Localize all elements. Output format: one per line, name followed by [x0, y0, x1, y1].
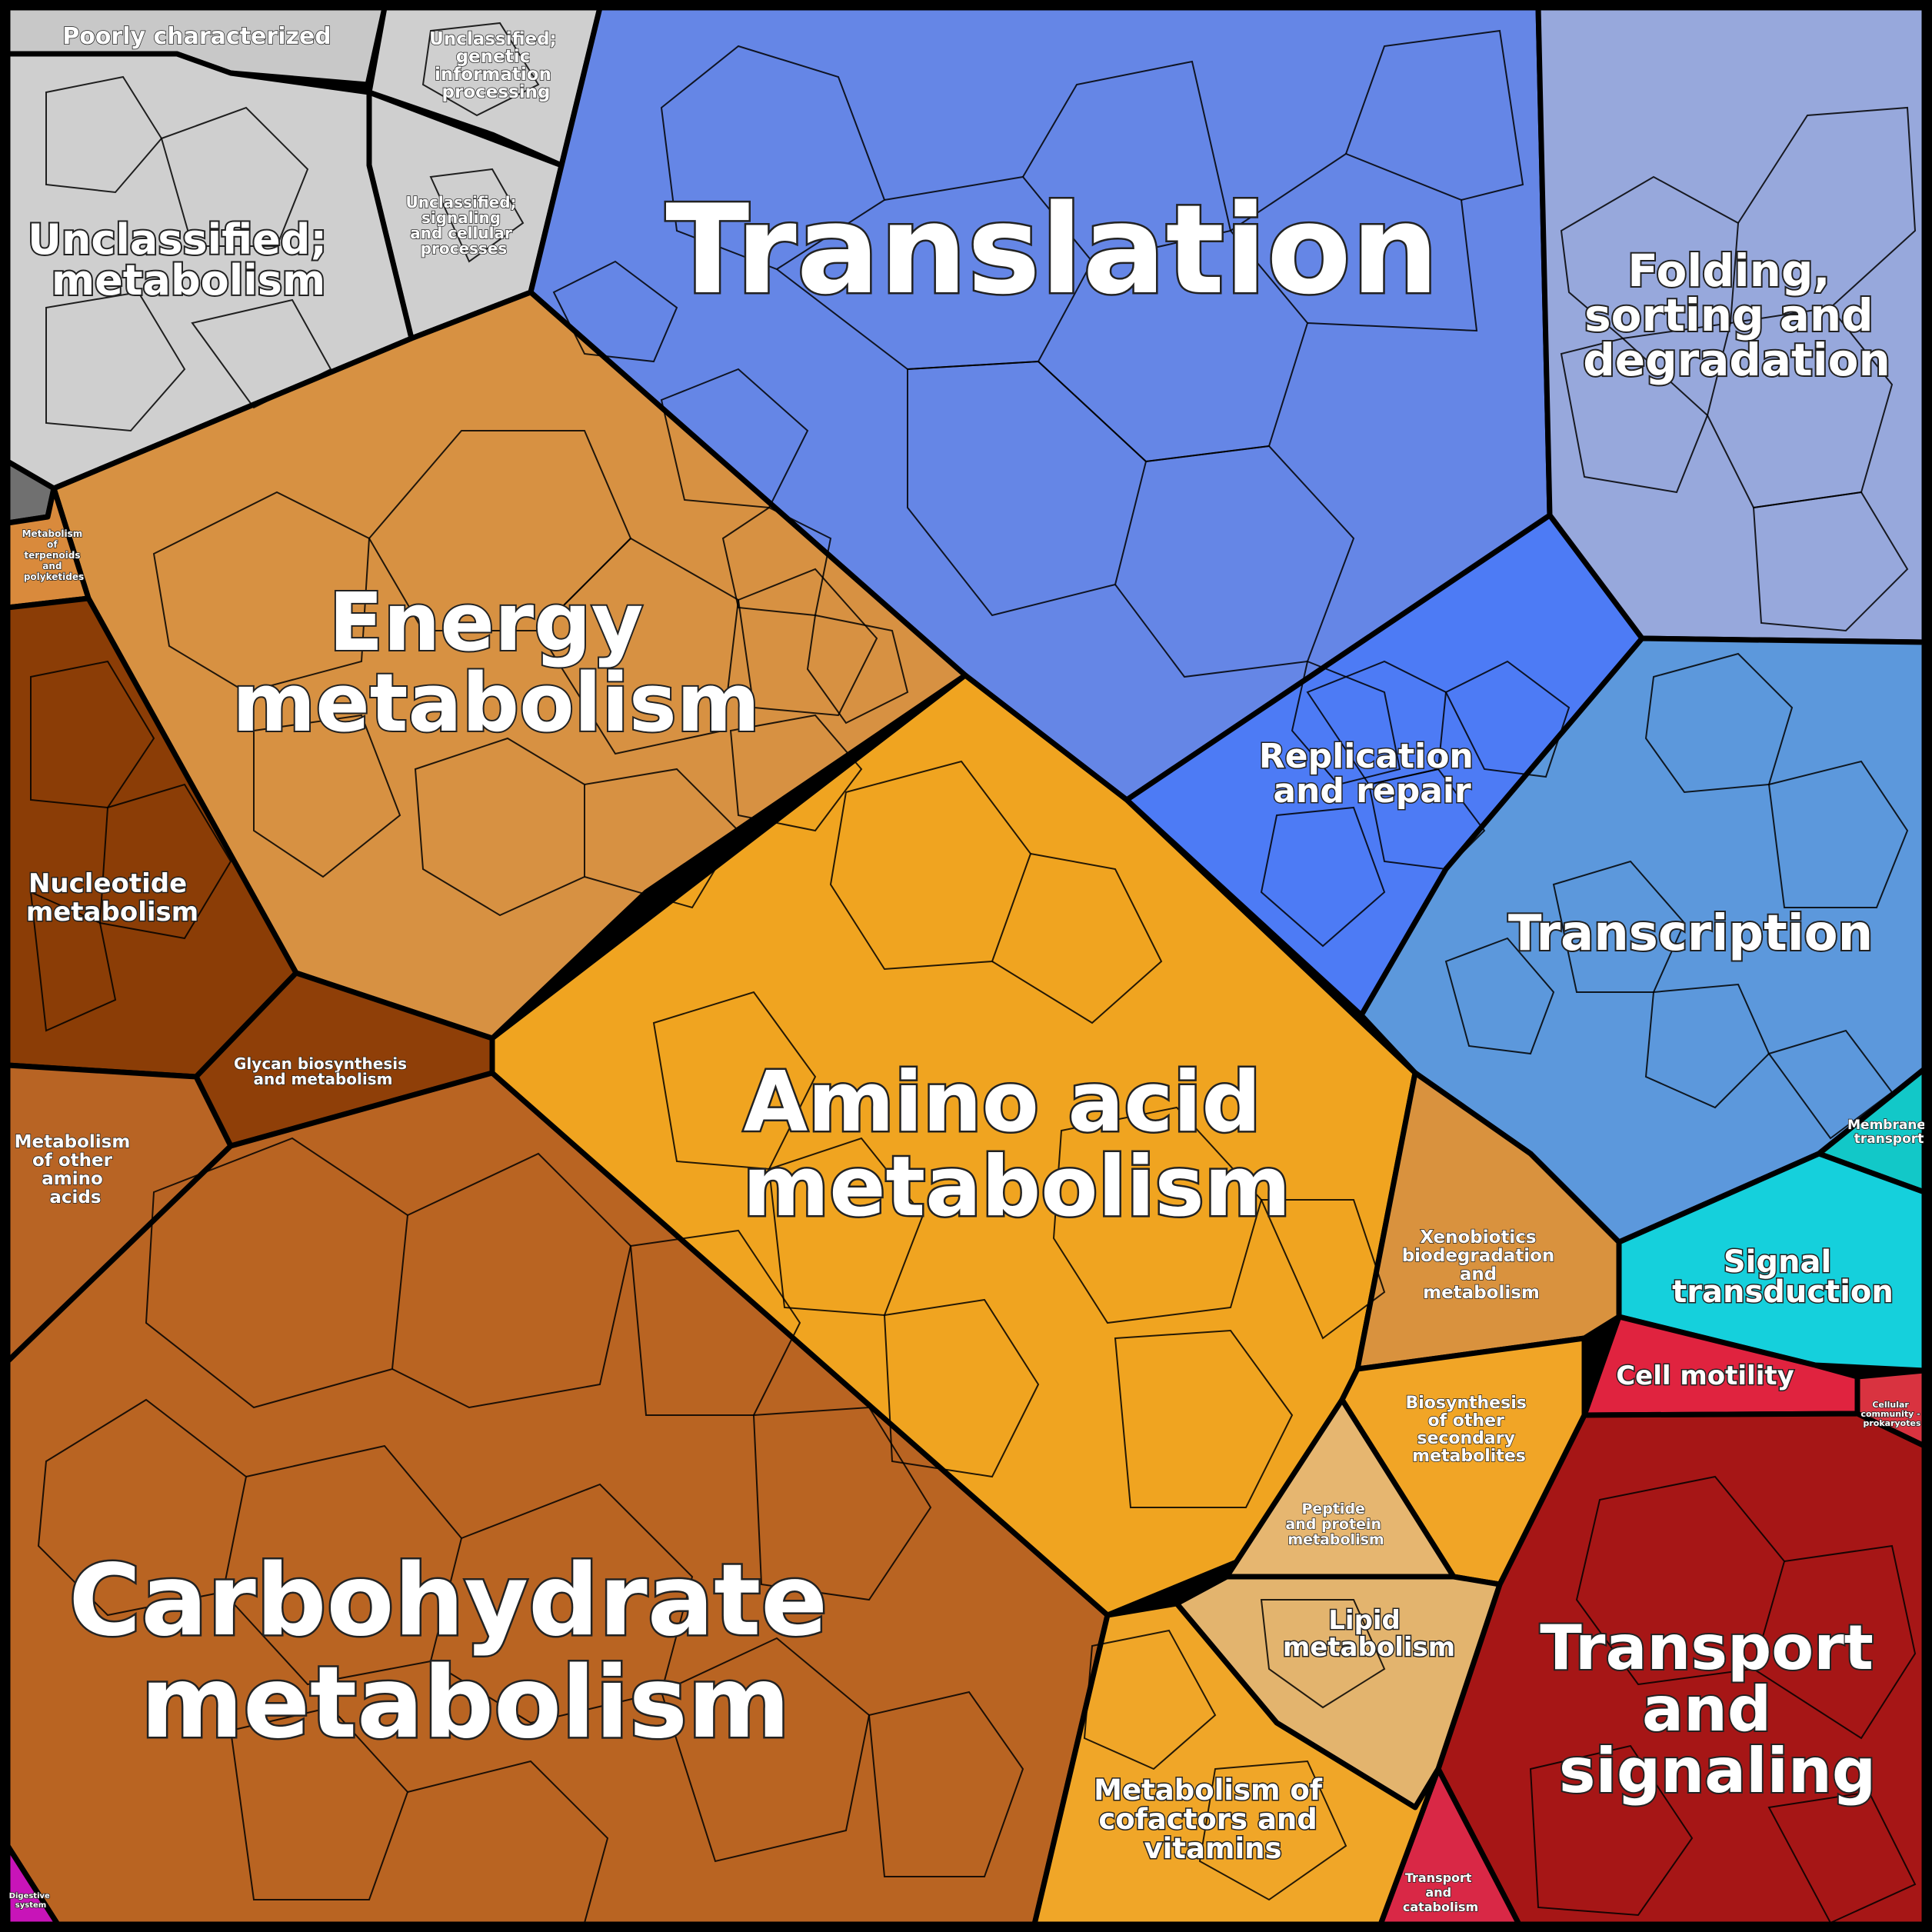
label-unc-genetic: Unclassified; genetic information proces… — [429, 29, 563, 102]
label-secondary-line-1: Biosynthesis — [1405, 1394, 1526, 1413]
cell-texture — [29, 22, 1917, 1924]
label-cofactors-line-2: cofactors and — [1098, 1803, 1317, 1836]
label-glycan-line-1: Glycan biosynthesis — [234, 1054, 407, 1073]
label-cofactors: Metabolism of cofactors and vitamins — [1094, 1774, 1332, 1865]
label-energy-line-2: metabolism — [232, 656, 760, 750]
label-digestive-line-2: system — [15, 1901, 46, 1910]
label-xenobiotics-line-2: biodegradation — [1402, 1246, 1555, 1266]
label-carbohydrate-line-1: Carbohydrate — [68, 1544, 828, 1658]
label-unc-signaling-line-3: and cellular — [410, 224, 512, 242]
label-cofactors-line-3: vitamins — [1144, 1832, 1281, 1865]
label-transport-catabolism: Transport and catabolism — [1403, 1870, 1478, 1914]
label-xenobiotics-line-4: metabolism — [1423, 1283, 1540, 1303]
label-other-amino-line-1: Metabolism — [15, 1132, 131, 1152]
label-cellular-line-1: Cellular — [1872, 1400, 1909, 1410]
label-signal-line-1: Signal — [1724, 1244, 1831, 1280]
label-membrane-line-1: Membrane — [1847, 1118, 1926, 1133]
label-replication-line-1: Replication — [1259, 737, 1474, 776]
label-xenobiotics: Xenobiotics biodegradation and metabolis… — [1402, 1227, 1561, 1303]
label-folding-line-3: degradation — [1583, 334, 1890, 386]
label-transport-signaling: Transport and signaling — [1540, 1612, 1895, 1807]
label-nucleotide-line-1: Nucleotide — [28, 868, 187, 899]
label-other-amino-line-2: of other — [32, 1151, 113, 1171]
label-energy-line-1: Energy — [328, 575, 643, 669]
label-amino-acid-line-2: metabolism — [743, 1139, 1291, 1235]
label-catabolism-line-3: catabolism — [1403, 1900, 1478, 1914]
label-transport-signaling-line-2: and — [1642, 1674, 1771, 1745]
label-catabolism-line-2: and — [1425, 1885, 1451, 1900]
label-other-amino-line-4: acids — [49, 1188, 101, 1208]
label-other-amino-line-3: amino — [42, 1169, 103, 1189]
label-unc-metabolism-line-2: metabolism — [52, 256, 325, 305]
label-unc-signaling-line-1: Unclassified; — [405, 193, 516, 212]
label-cellular-line-3: prokaryotes — [1863, 1418, 1920, 1428]
label-digestive: Digestive system — [9, 1892, 53, 1910]
label-peptide-line-3: metabolism — [1287, 1531, 1384, 1548]
label-unc-signaling-line-2: signaling — [421, 208, 501, 227]
label-other-amino: Metabolism of other amino acids — [15, 1132, 137, 1208]
label-terpenoids-line-3: terpenoids — [24, 550, 80, 561]
label-nucleotide: Nucleotide metabolism — [26, 868, 198, 928]
label-xenobiotics-line-3: and — [1460, 1264, 1497, 1284]
label-amino-acid-line-1: Amino acid — [744, 1054, 1261, 1151]
label-secondary-line-4: metabolites — [1412, 1447, 1526, 1466]
label-signal-line-2: transduction — [1672, 1274, 1894, 1310]
label-unc-genetic-line-2: genetic — [456, 47, 531, 67]
label-secondary-line-2: of other — [1427, 1411, 1504, 1431]
label-unc-metabolism: Unclassified; metabolism — [28, 215, 341, 305]
label-lipid: Lipid metabolism — [1283, 1605, 1455, 1663]
label-energy: Energy metabolism — [232, 575, 760, 750]
label-folding-line-2: sorting and — [1584, 289, 1874, 341]
label-unc-metabolism-line-1: Unclassified; — [28, 215, 327, 264]
label-replication-line-2: and repair — [1273, 771, 1471, 811]
label-translation: Translation — [665, 178, 1439, 321]
label-unc-genetic-line-1: Unclassified; — [429, 29, 557, 49]
label-replication: Replication and repair — [1259, 737, 1485, 811]
label-carbohydrate: Carbohydrate metabolism — [68, 1544, 861, 1760]
label-lipid-line-2: metabolism — [1283, 1632, 1455, 1663]
label-secondary: Biosynthesis of other secondary metaboli… — [1405, 1394, 1532, 1466]
label-digestive-line-1: Digestive — [9, 1892, 50, 1900]
label-terpenoids-line-2: of — [47, 539, 58, 550]
label-terpenoids-line-1: Metabolism — [22, 528, 83, 539]
label-peptide: Peptide and protein metabolism — [1285, 1501, 1386, 1548]
label-folding-line-1: Folding, — [1627, 245, 1830, 297]
label-catabolism-line-1: Transport — [1405, 1870, 1472, 1885]
label-carbohydrate-line-2: metabolism — [141, 1646, 791, 1760]
label-peptide-line-1: Peptide — [1301, 1501, 1365, 1517]
label-unc-signaling: Unclassified; signaling and cellular pro… — [405, 193, 521, 258]
label-glycan: Glycan biosynthesis and metabolism — [234, 1054, 412, 1088]
label-lipid-line-1: Lipid — [1328, 1605, 1401, 1636]
label-terpenoids: Metabolism of terpenoids and polyketides — [22, 528, 86, 582]
label-glycan-line-2: and metabolism — [254, 1070, 393, 1088]
label-unc-genetic-line-4: processing — [442, 82, 551, 102]
label-signal-transduction: Signal transduction — [1672, 1244, 1894, 1310]
label-poorly: Poorly characterized — [62, 23, 331, 50]
label-terpenoids-line-5: polyketides — [24, 571, 84, 582]
label-xenobiotics-line-1: Xenobiotics — [1420, 1227, 1536, 1247]
label-nucleotide-line-2: metabolism — [26, 897, 198, 928]
label-transcription: Transcription — [1508, 905, 1873, 962]
label-cofactors-line-1: Metabolism of — [1094, 1774, 1323, 1807]
label-membrane-transport: Membrane transport — [1847, 1118, 1930, 1147]
label-secondary-line-3: secondary — [1417, 1429, 1515, 1448]
label-terpenoids-line-4: and — [42, 561, 62, 571]
label-cell-motility: Cell motility — [1616, 1361, 1794, 1391]
label-unc-genetic-line-3: information — [435, 65, 551, 85]
label-folding: Folding, sorting and degradation — [1583, 245, 1890, 386]
label-unc-signaling-line-4: processes — [421, 239, 508, 258]
label-cellular-community: Cellular community - prokaryotes — [1860, 1400, 1923, 1428]
label-amino-acid: Amino acid metabolism — [743, 1054, 1291, 1235]
label-cellular-line-2: community - — [1860, 1409, 1920, 1419]
label-membrane-line-2: transport — [1854, 1131, 1924, 1147]
label-peptide-line-2: and protein — [1285, 1516, 1381, 1533]
label-transport-signaling-line-3: signaling — [1559, 1735, 1876, 1807]
label-transport-signaling-line-1: Transport — [1540, 1612, 1874, 1684]
